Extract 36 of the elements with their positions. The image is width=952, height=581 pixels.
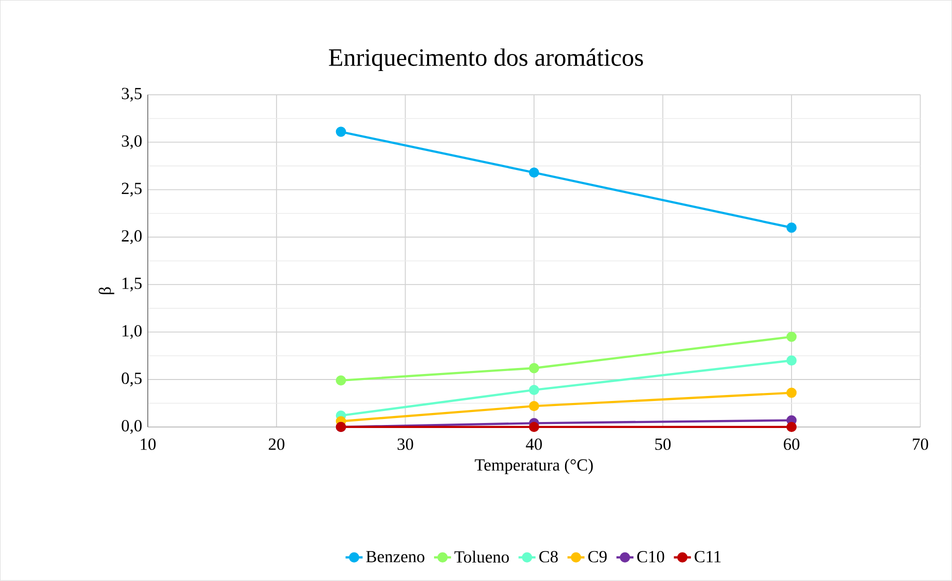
point: [528, 422, 540, 432]
point: [786, 222, 797, 233]
chart-title: Enriquecimento dos aromáticos: [328, 48, 643, 72]
x-tick-label: 60: [784, 438, 800, 450]
legend-label: C8: [539, 551, 558, 563]
x-tick-label: 50: [655, 438, 671, 450]
y-axis-title: β: [98, 287, 114, 294]
y-tick-label: 1,5: [122, 278, 142, 292]
point: [336, 375, 346, 386]
point: [786, 422, 797, 432]
legend-label: C10: [637, 551, 664, 563]
legend-label: C9: [588, 551, 607, 563]
point: [786, 356, 797, 366]
legend-label: C11: [694, 551, 721, 563]
y-tick-label: 2,5: [122, 182, 142, 197]
y-tick-label: 2,0: [122, 230, 142, 244]
x-axis-title: Temperatura (°C): [474, 458, 593, 474]
point: [786, 332, 797, 342]
point: [528, 363, 540, 374]
x-tick-label: 40: [526, 438, 542, 450]
y-tick-label: 3,5: [122, 88, 142, 102]
y-tick-label: 1,0: [122, 325, 142, 340]
point: [336, 126, 346, 137]
legend-label: Benzeno: [366, 551, 424, 562]
point: [528, 384, 540, 396]
point: [786, 388, 797, 398]
x-tick-label: 70: [912, 438, 928, 450]
legend-label: Tolueno: [454, 550, 509, 563]
point: [528, 168, 540, 178]
x-tick-label: 20: [268, 438, 284, 450]
y-tick-label: 0,5: [122, 372, 142, 387]
x-tick-label: 30: [398, 438, 414, 450]
point: [528, 401, 540, 412]
y-tick-label: 0,0: [122, 420, 142, 434]
y-tick-label: 3,0: [122, 135, 142, 150]
x-tick-label: 10: [140, 438, 156, 450]
